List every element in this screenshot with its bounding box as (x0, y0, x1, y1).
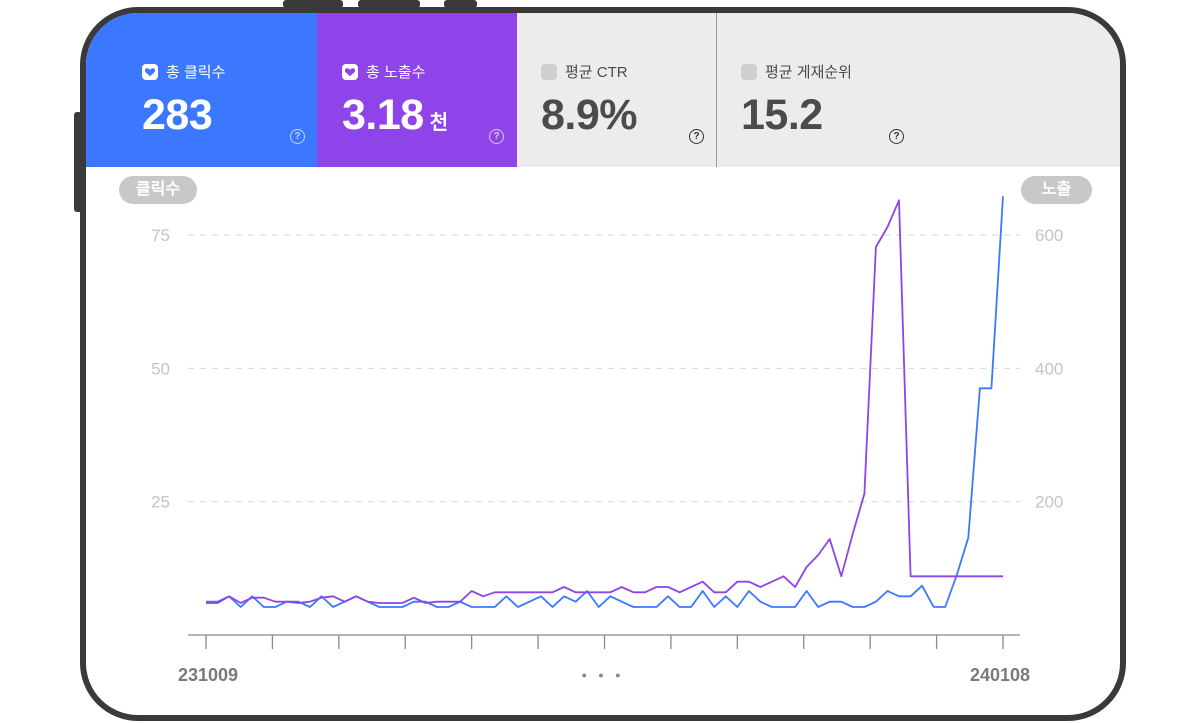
total-clicks-label: 총 클릭수 (166, 64, 226, 81)
chart-series (206, 196, 1004, 608)
total-impressions-card[interactable]: 총 노출수 3.18 천 ? (317, 13, 517, 167)
left-tick-label: 50 (151, 359, 170, 378)
left-tick-label: 75 (151, 226, 170, 245)
average-ctr-value: 8.9% (541, 91, 638, 139)
position-checkbox-icon[interactable] (741, 63, 757, 80)
impressions-series-line (206, 199, 1003, 604)
device-top-button-2 (358, 0, 420, 8)
device-side-button (74, 112, 82, 212)
total-clicks-value: 283 (142, 91, 213, 139)
average-ctr-card[interactable]: 평균 CTR 8.9% ? (517, 13, 717, 167)
left-tick-label: 25 (151, 493, 170, 512)
total-impressions-label: 총 노출수 (366, 64, 426, 81)
chart-x-axis (188, 634, 1020, 649)
x-end-date-label: 240108 (970, 665, 1030, 685)
average-ctr-label: 평균 CTR (565, 64, 628, 81)
right-tick-label: 400 (1035, 359, 1063, 378)
clicks-series-line (206, 196, 1004, 608)
position-help-icon[interactable]: ? (889, 129, 904, 144)
average-position-value: 15.2 (741, 91, 823, 139)
total-impressions-value: 3.18 (342, 91, 424, 139)
ctr-help-icon[interactable]: ? (689, 129, 704, 144)
total-impressions-unit: 천 (429, 112, 448, 134)
chart-labels: 75 50 25 600 400 200 231009 240108 • • • (151, 226, 1063, 685)
chart-grid (188, 234, 1020, 503)
impressions-help-icon[interactable]: ? (489, 129, 504, 144)
left-axis-label: 클릭수 (119, 176, 197, 204)
device-top-button-1 (283, 0, 343, 8)
clicks-help-icon[interactable]: ? (290, 129, 305, 144)
average-position-card[interactable]: 평균 게재순위 15.2 ? (717, 13, 1120, 167)
right-tick-label: 200 (1035, 493, 1063, 512)
x-start-date-label: 231009 (178, 665, 238, 685)
right-tick-label: 600 (1035, 226, 1063, 245)
total-clicks-card[interactable]: 총 클릭수 283 ? (86, 13, 317, 167)
x-ellipsis-label: • • • (582, 667, 624, 683)
impressions-checkbox-icon[interactable] (342, 63, 358, 80)
metric-cards: 총 클릭수 283 ? 총 노출수 3.18 천 ? 평균 CTR 8.9% (86, 13, 1120, 167)
device-top-button-3 (444, 0, 477, 8)
average-position-label: 평균 게재순위 (765, 64, 852, 81)
right-axis-label: 노출 (1021, 176, 1092, 204)
ctr-checkbox-icon[interactable] (541, 63, 557, 80)
clicks-checkbox-icon[interactable] (142, 63, 158, 80)
